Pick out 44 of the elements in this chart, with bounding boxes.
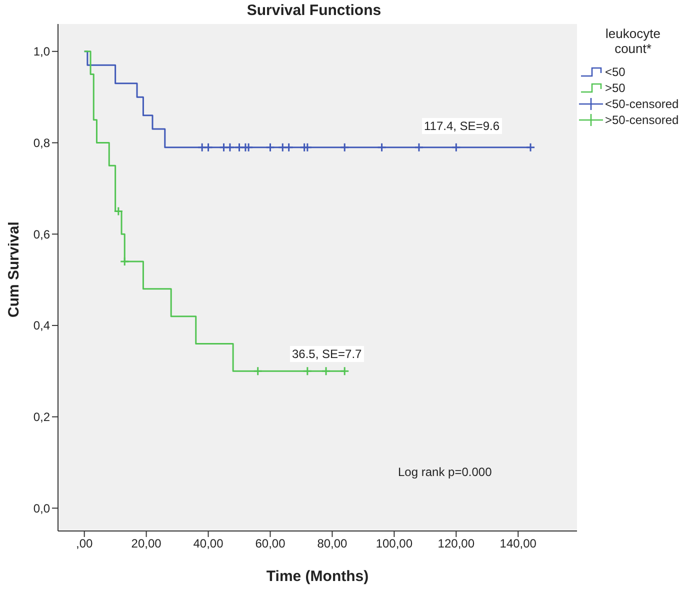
x-tick-label: 20,00 [131, 536, 162, 551]
legend-label: <50 [605, 65, 626, 79]
point [340, 366, 350, 376]
y-tick-label: 0,6 [33, 227, 50, 242]
point [340, 142, 350, 152]
y-tick-label: 0,4 [33, 318, 50, 333]
y-tick-label: 0,2 [33, 410, 50, 424]
annotation: Log rank p=0.000 [397, 464, 493, 480]
point [451, 142, 461, 152]
point [414, 142, 424, 152]
point [302, 366, 312, 376]
point [266, 142, 275, 152]
x-tick-label: ,00 [76, 536, 93, 551]
x-tick-label: 140,00 [500, 536, 537, 551]
point [321, 366, 331, 376]
point [219, 142, 229, 152]
legend-label: >50 [605, 81, 626, 95]
x-axis-title: Time (Months) [266, 568, 369, 585]
x-tick-label: 100,00 [376, 536, 413, 551]
legend-title: leukocyte count* [604, 26, 662, 56]
x-tick-label: 120,00 [438, 536, 475, 551]
legend-label: <50-censored [605, 97, 679, 111]
annotation: 117.4, SE=9.6 [422, 118, 502, 134]
x-tick-label: 60,00 [255, 536, 286, 551]
y-tick-label: 0,0 [33, 501, 50, 516]
point [253, 366, 263, 376]
point [120, 256, 130, 266]
chart-title: Survival Functions [246, 2, 382, 19]
point [244, 142, 254, 152]
point [526, 142, 536, 152]
y-tick-label: 0,8 [33, 136, 50, 150]
y-tick-label: 1,0 [33, 44, 50, 59]
annotation: 36.5, SE=7.7 [290, 346, 364, 362]
point [197, 142, 207, 152]
point [284, 142, 294, 152]
x-tick-label: 40,00 [193, 536, 224, 551]
point [225, 142, 235, 152]
point [234, 142, 244, 152]
x-tick-label: 80,00 [317, 536, 348, 551]
point [114, 206, 124, 216]
point [377, 142, 387, 152]
point [278, 142, 288, 152]
point [204, 142, 214, 152]
legend-label: >50-censored [605, 113, 679, 127]
